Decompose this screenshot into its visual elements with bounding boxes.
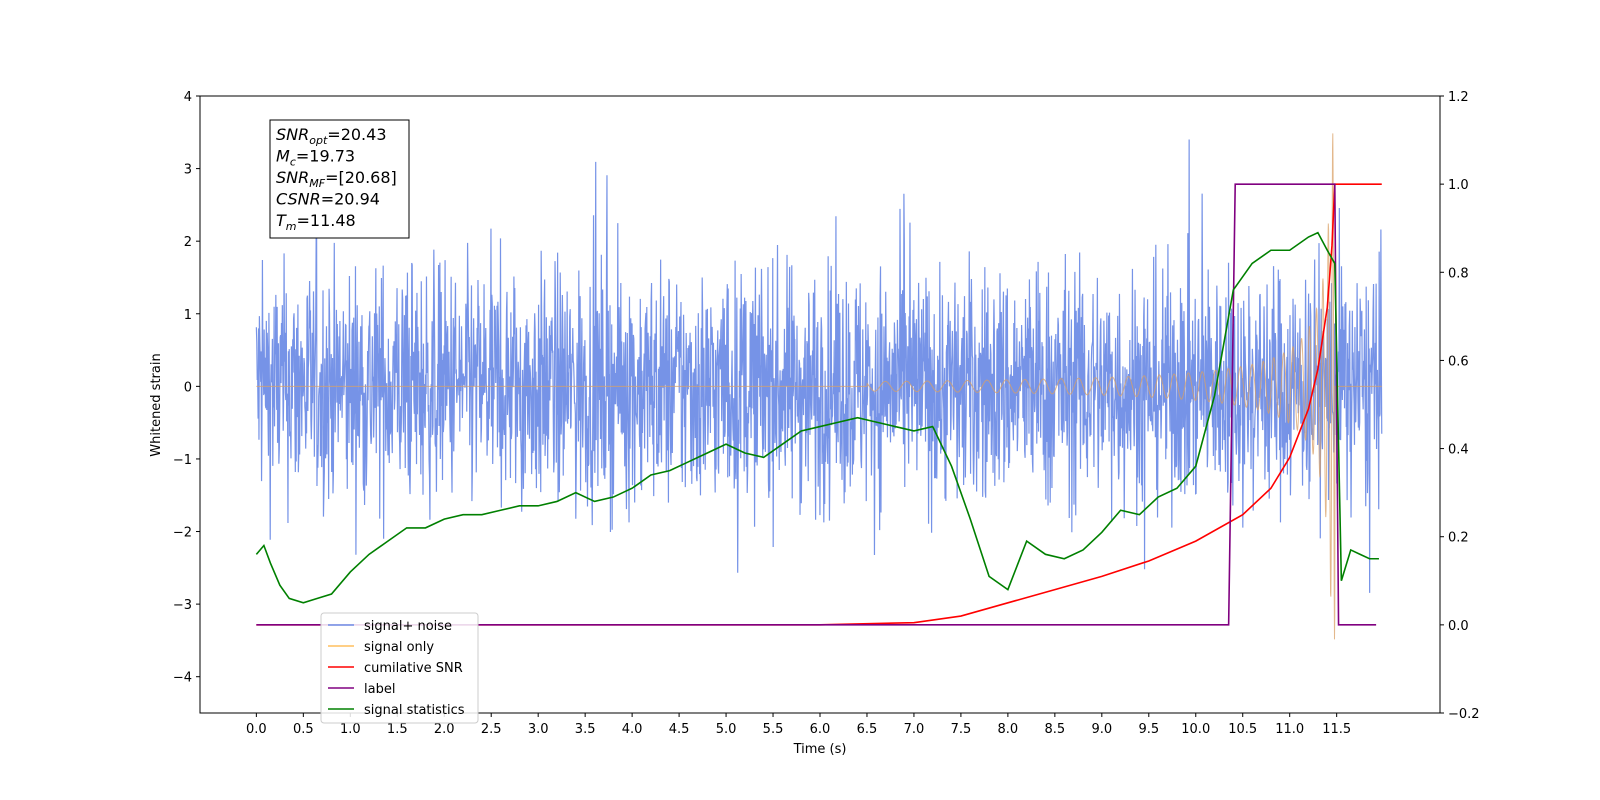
x-tick-label: 4.0	[622, 722, 643, 737]
legend: signal+ noise signal only cumilative SNR la…	[320, 612, 479, 724]
legend-frame	[320, 612, 479, 724]
x-tick-label: 0.5	[293, 722, 314, 737]
y-left-tick-label: 0	[184, 380, 192, 395]
y-left-tick-label: −2	[173, 526, 192, 541]
legend-label: signal statistics	[364, 703, 465, 718]
x-tick-label: 7.5	[951, 722, 972, 737]
y-right-tick-label: −0.2	[1448, 707, 1480, 722]
x-tick-label: 6.5	[857, 722, 878, 737]
info-box: SNRopt=20.43Mc=19.73SNRMF=[20.68]CSNR=20…	[269, 119, 410, 239]
info-box-line: SNRMF=[20.68]	[276, 168, 397, 190]
x-tick-label: 9.0	[1091, 722, 1112, 737]
y-left-tick-label: 2	[184, 235, 192, 250]
legend-label: cumilative SNR	[364, 661, 463, 676]
x-tick-label: 5.5	[763, 722, 784, 737]
series-signal-noise	[255, 139, 1383, 593]
info-box-line: SNRopt=20.43	[276, 125, 387, 147]
x-tick-label: 3.5	[575, 722, 596, 737]
y-right-tick-label: 0.6	[1448, 354, 1469, 369]
y-right-tick-label: 0.8	[1448, 266, 1469, 281]
legend-label: label	[364, 682, 395, 697]
x-tick-label: 2.5	[481, 722, 502, 737]
x-tick-label: 3.0	[528, 722, 549, 737]
x-tick-label: 8.0	[998, 722, 1019, 737]
legend-label: signal+ noise	[364, 619, 452, 634]
y-right-tick-label: 0.4	[1448, 443, 1469, 458]
x-tick-label: 2.0	[434, 722, 455, 737]
y-left-tick-label: 4	[184, 90, 192, 105]
info-box-line: Tm=11.48	[276, 211, 356, 233]
y-right-tick-label: 1.0	[1448, 178, 1469, 193]
x-axis-label: Time (s)	[793, 742, 847, 757]
y-right-tick-label: 1.2	[1448, 90, 1469, 105]
y-left-tick-label: −3	[173, 598, 192, 613]
info-box-line: Mc=19.73	[276, 147, 355, 169]
x-tick-label: 8.5	[1045, 722, 1066, 737]
x-tick-label: 10.5	[1228, 722, 1257, 737]
x-tick-label: 0.0	[246, 722, 267, 737]
x-tick-label: 4.5	[669, 722, 690, 737]
x-tick-label: 1.0	[340, 722, 361, 737]
x-tick-label: 7.0	[904, 722, 925, 737]
x-tick-label: 9.5	[1138, 722, 1159, 737]
y-right-tick-label: 0.0	[1448, 619, 1469, 634]
y-left-tick-label: 1	[184, 308, 192, 323]
x-tick-label: 5.0	[716, 722, 737, 737]
x-tick-label: 6.0	[810, 722, 831, 737]
x-tick-label: 10.0	[1181, 722, 1210, 737]
x-tick-label: 11.0	[1275, 722, 1304, 737]
axes: 0.0 0.5 1.0 1.5 2.0 2.5 3.0 3.5 4.0 4.5 5.0 5.5 6.0 6…	[173, 90, 1480, 737]
series-cumulative-snr	[256, 183, 1382, 626]
legend-label: signal only	[364, 640, 434, 655]
y-left-tick-label: −1	[173, 453, 192, 468]
series-signal-only	[256, 133, 1382, 640]
series-label	[256, 183, 1377, 626]
y-left-tick-label: 3	[184, 163, 192, 178]
x-tick-label: 1.5	[387, 722, 408, 737]
y-right-tick-label: 0.2	[1448, 531, 1469, 546]
y-axis-label: Whitened strain	[149, 353, 164, 456]
y-left-tick-label: −4	[173, 671, 192, 686]
info-box-frame	[269, 119, 410, 239]
x-tick-label: 11.5	[1322, 722, 1351, 737]
info-box-line: CSNR=20.94	[276, 190, 380, 209]
plot-area	[255, 133, 1383, 640]
series-signal-statistics	[255, 231, 1379, 604]
